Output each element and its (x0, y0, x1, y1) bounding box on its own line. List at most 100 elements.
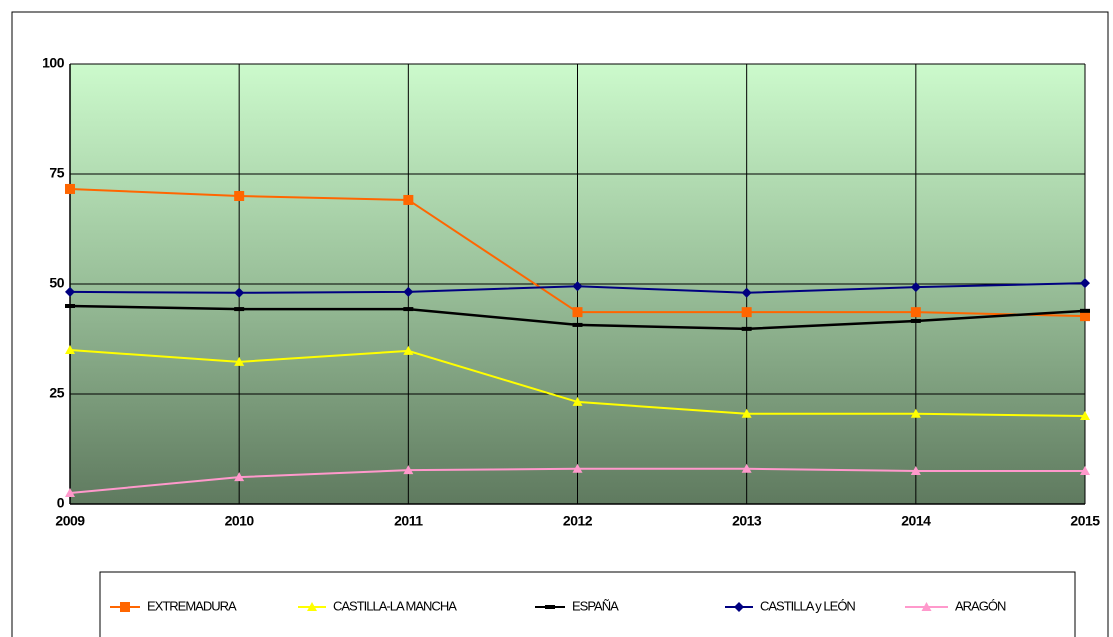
marker-triangle (1080, 466, 1090, 475)
marker (65, 183, 75, 194)
marker-dash (1080, 308, 1090, 313)
y-tick-label: 50 (49, 275, 64, 291)
marker (403, 286, 414, 297)
marker (741, 463, 752, 473)
marker (1080, 278, 1090, 289)
marker (1080, 308, 1090, 313)
marker-triangle (234, 472, 245, 482)
marker (403, 465, 414, 475)
marker (910, 307, 921, 318)
legend-item: EXTREMADURA (110, 598, 238, 613)
marker (403, 307, 414, 312)
marker (1080, 311, 1090, 322)
marker-triangle (403, 465, 414, 475)
marker-dash (403, 307, 414, 312)
marker (741, 326, 752, 331)
marker-triangle (65, 488, 75, 497)
marker (572, 307, 583, 318)
legend-label: CASTILLA y LEÓN (760, 598, 855, 613)
marker-dash (572, 322, 583, 327)
marker-triangle (741, 408, 752, 418)
marker-dash (234, 307, 245, 312)
legend-item: ESPAÑA (535, 598, 620, 613)
marker-triangle (910, 466, 921, 475)
legend-label: EXTREMADURA (147, 598, 237, 613)
marker (572, 463, 583, 473)
marker-triangle (403, 345, 414, 355)
marker (545, 605, 555, 609)
marker (65, 286, 75, 297)
marker (403, 345, 414, 355)
marker-triangle (572, 463, 583, 473)
marker (65, 345, 75, 354)
marker (910, 318, 921, 323)
marker-dash (910, 318, 921, 323)
marker-square (572, 307, 583, 318)
marker (1080, 466, 1090, 475)
x-tick-label: 2014 (901, 513, 931, 529)
marker-square (120, 602, 130, 612)
marker-square (234, 191, 245, 201)
marker-triangle (234, 356, 245, 366)
marker-triangle (307, 602, 317, 611)
marker-dash (741, 326, 752, 331)
marker (65, 488, 75, 497)
marker-triangle (741, 463, 752, 473)
marker-diamond (741, 287, 752, 298)
marker (910, 466, 921, 475)
legend-item: CASTILLA y LEÓN (725, 598, 856, 613)
legend-label: ARAGÓN (955, 598, 1006, 613)
marker-square (741, 307, 752, 318)
marker (234, 307, 245, 312)
marker (741, 408, 752, 418)
marker (741, 307, 752, 318)
marker (234, 287, 245, 298)
marker-diamond (734, 602, 744, 612)
marker (234, 356, 245, 366)
marker (234, 472, 245, 482)
marker-diamond (1080, 278, 1090, 289)
x-tick-label: 2013 (732, 513, 762, 529)
marker-triangle (572, 396, 583, 406)
marker (307, 602, 317, 611)
legend-item: ARAGÓN (905, 598, 1007, 613)
marker-square (1080, 311, 1090, 322)
marker (910, 282, 921, 293)
marker-dash (545, 605, 555, 609)
legend-box (99, 571, 1076, 637)
marker-triangle (1080, 411, 1090, 420)
y-tick-label: 100 (42, 55, 65, 71)
marker (234, 191, 245, 201)
marker (572, 396, 583, 406)
marker (403, 194, 414, 205)
marker (572, 322, 583, 327)
x-tick-label: 2012 (563, 513, 593, 529)
marker (120, 602, 130, 612)
marker-triangle (65, 345, 75, 354)
marker-triangle (910, 408, 921, 418)
legend-item: CASTILLA-LA MANCHA (298, 598, 458, 613)
x-tick-label: 2010 (225, 513, 255, 529)
y-tick-label: 75 (49, 165, 64, 181)
legend-label: ESPAÑA (572, 598, 619, 613)
marker-square (65, 183, 75, 194)
x-tick-label: 2015 (1070, 513, 1100, 529)
marker (741, 287, 752, 298)
marker-diamond (65, 286, 75, 297)
marker-dash (65, 304, 75, 308)
marker (572, 281, 583, 292)
marker (65, 304, 75, 308)
marker-triangle (921, 602, 932, 611)
marker (1080, 411, 1090, 420)
marker (734, 602, 744, 612)
marker-square (910, 307, 921, 318)
marker-diamond (572, 281, 583, 292)
marker (910, 408, 921, 418)
marker-diamond (234, 287, 245, 298)
legend-label: CASTILLA-LA MANCHA (333, 598, 457, 613)
y-tick-label: 25 (49, 385, 64, 401)
marker (921, 602, 932, 611)
y-tick-label: 0 (57, 495, 65, 511)
x-tick-label: 2011 (394, 513, 423, 529)
